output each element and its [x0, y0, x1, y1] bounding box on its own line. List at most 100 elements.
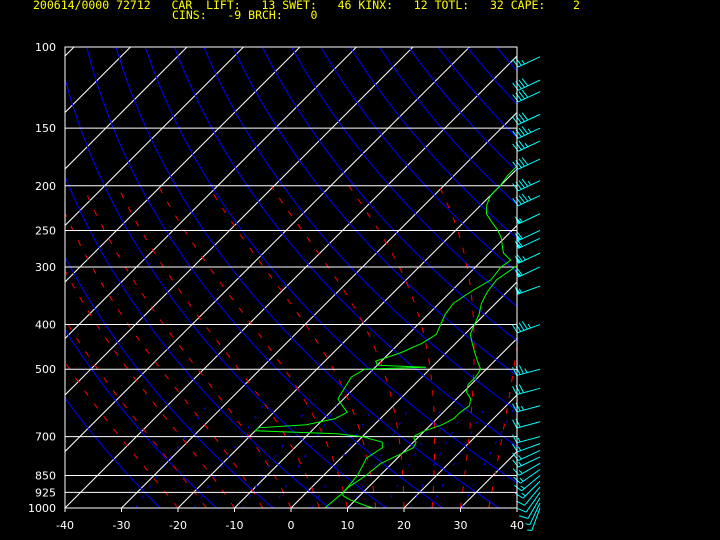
isotherm-line — [574, 47, 720, 508]
wind-barb-flag — [521, 89, 529, 98]
y-tick-label: 500 — [35, 363, 56, 376]
isotherm-line — [0, 47, 18, 508]
wind-barb — [517, 492, 541, 513]
wind-barb-half-flag — [527, 128, 532, 133]
dry-adiabat-line — [643, 47, 720, 508]
wind-barb-half-flag — [520, 485, 525, 490]
wind-barb-pennant — [514, 240, 522, 249]
moist-adiabat-line — [270, 185, 405, 508]
wind-barb-half-flag — [527, 195, 532, 201]
wind-barb-flag — [512, 468, 520, 476]
wind-barb-staff — [525, 492, 541, 513]
wind-barb-half-flag — [518, 455, 522, 460]
isotherm-line — [290, 281, 517, 508]
dry-adiabat-line — [613, 47, 720, 508]
dry-adiabat-line — [232, 47, 517, 377]
wind-barb-flag — [512, 367, 518, 376]
dewpoint-profile-line — [254, 165, 517, 508]
wind-barb-half-flag — [517, 446, 522, 451]
wind-barb-half-flag — [521, 59, 525, 65]
moist-adiabat-line — [516, 505, 517, 508]
x-tick-label: -10 — [226, 519, 244, 532]
reference-lines — [0, 47, 720, 508]
wind-barb — [514, 237, 541, 249]
wind-barb-flag — [516, 231, 523, 239]
dry-adiabat-line — [65, 175, 331, 508]
wind-barb — [512, 126, 541, 139]
x-tick-label: 30 — [454, 519, 468, 532]
wind-barb-half-flag — [519, 218, 523, 223]
mixing-ratio-line — [461, 405, 516, 508]
wind-barb-staff — [518, 56, 541, 68]
header-line-cins-brch: CINS: -9 BRCH: 0 — [172, 8, 318, 22]
wind-barb-flag — [521, 126, 529, 135]
y-tick-label: 850 — [35, 469, 56, 482]
wind-barb-flag — [513, 484, 522, 492]
x-tick-label: 10 — [341, 519, 355, 532]
wind-barb-flag — [521, 321, 528, 330]
y-tick-label: 925 — [35, 486, 56, 499]
wind-barb-flag — [512, 419, 518, 429]
mixing-ratio-line — [242, 405, 310, 508]
wind-barb-staff — [524, 486, 541, 506]
wind-barb-staff — [516, 421, 541, 429]
wind-barb — [514, 213, 541, 225]
moist-adiabat-line — [65, 269, 235, 508]
x-tick-label: 40 — [510, 519, 524, 532]
isotherm-line — [177, 168, 517, 508]
wind-barb-flag — [518, 384, 525, 393]
dry-adiabat-line — [144, 47, 517, 484]
wind-barb-staff — [516, 436, 541, 444]
isotherm-line — [516, 507, 517, 508]
moist-adiabat-line — [82, 185, 292, 508]
wind-barb-flag — [518, 322, 525, 331]
wind-barb — [519, 497, 541, 519]
wind-barb-half-flag — [518, 461, 522, 466]
x-tick-label: 20 — [397, 519, 411, 532]
dry-adiabat-line — [65, 76, 387, 508]
sounding-profiles — [254, 165, 517, 508]
isotherm-line — [403, 394, 517, 508]
wind-barb-pennant — [514, 268, 522, 278]
wind-barb — [513, 475, 541, 492]
wind-barb-staff — [531, 507, 541, 531]
wind-barb-half-flag — [518, 288, 523, 293]
moist-adiabat-line — [438, 185, 475, 508]
wind-barb-half-flag — [521, 405, 525, 411]
wind-barb-pennant — [514, 215, 522, 224]
wind-barb-flag — [516, 238, 523, 247]
wind-barb-flag — [521, 78, 529, 87]
plot-frame — [64, 46, 518, 509]
wind-barb-staff — [518, 456, 541, 468]
dry-adiabat-line — [378, 47, 517, 206]
wind-barb — [512, 112, 541, 125]
wind-barb-staff — [520, 469, 541, 484]
wind-barb-flag — [518, 127, 525, 136]
x-tick-label: -40 — [56, 519, 74, 532]
moist-adiabat-line — [348, 185, 436, 508]
wind-barb-half-flag — [527, 180, 532, 186]
wind-barb-flag — [518, 180, 525, 189]
y-tick-label: 150 — [35, 122, 56, 135]
wind-barb-flag — [518, 140, 525, 149]
dry-adiabat-line — [466, 47, 517, 105]
wind-barb-pennant — [514, 285, 521, 295]
wind-barb — [514, 266, 541, 278]
y-tick-label: 250 — [35, 224, 56, 237]
wind-barb-half-flag — [525, 523, 530, 526]
x-tick-label: 0 — [288, 519, 295, 532]
wind-barb-flag — [516, 253, 523, 262]
x-tick-label: -30 — [113, 519, 131, 532]
wind-barb-staff — [518, 113, 541, 125]
dry-adiabat-line — [203, 47, 517, 412]
wind-barb-half-flag — [527, 323, 532, 329]
wind-barb-staff — [518, 180, 541, 192]
wind-barb-flag — [518, 113, 525, 122]
wind-barb-staff — [518, 229, 541, 242]
isotherm-line — [234, 224, 517, 508]
moist-adiabat-line — [65, 318, 207, 508]
wind-barb — [512, 434, 541, 444]
wind-barb-pennant — [514, 232, 522, 241]
wind-barb-half-flag — [524, 368, 528, 373]
